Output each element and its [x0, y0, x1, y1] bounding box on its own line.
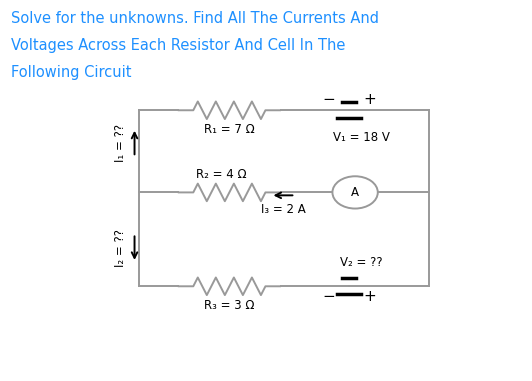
Text: V₁ = 18 V: V₁ = 18 V: [333, 131, 390, 144]
Text: −: −: [322, 93, 335, 107]
Text: +: +: [363, 289, 376, 304]
Text: R₃ = 3 Ω: R₃ = 3 Ω: [204, 299, 255, 312]
Text: Voltages Across Each Resistor And Cell In The: Voltages Across Each Resistor And Cell I…: [11, 38, 345, 53]
Text: I₂ = ??: I₂ = ??: [114, 229, 127, 267]
Text: V₂ = ??: V₂ = ??: [340, 256, 383, 269]
Text: Following Circuit: Following Circuit: [11, 65, 131, 80]
Text: I₁ = ??: I₁ = ??: [114, 123, 127, 162]
Text: Solve for the unknowns. Find All The Currents And: Solve for the unknowns. Find All The Cur…: [11, 11, 379, 26]
Text: R₂ = 4 Ω: R₂ = 4 Ω: [196, 168, 246, 181]
Text: R₁ = 7 Ω: R₁ = 7 Ω: [204, 123, 255, 136]
Text: +: +: [363, 93, 376, 107]
Text: A: A: [351, 186, 359, 199]
Text: −: −: [322, 289, 335, 304]
Text: I₃ = 2 A: I₃ = 2 A: [261, 203, 305, 216]
